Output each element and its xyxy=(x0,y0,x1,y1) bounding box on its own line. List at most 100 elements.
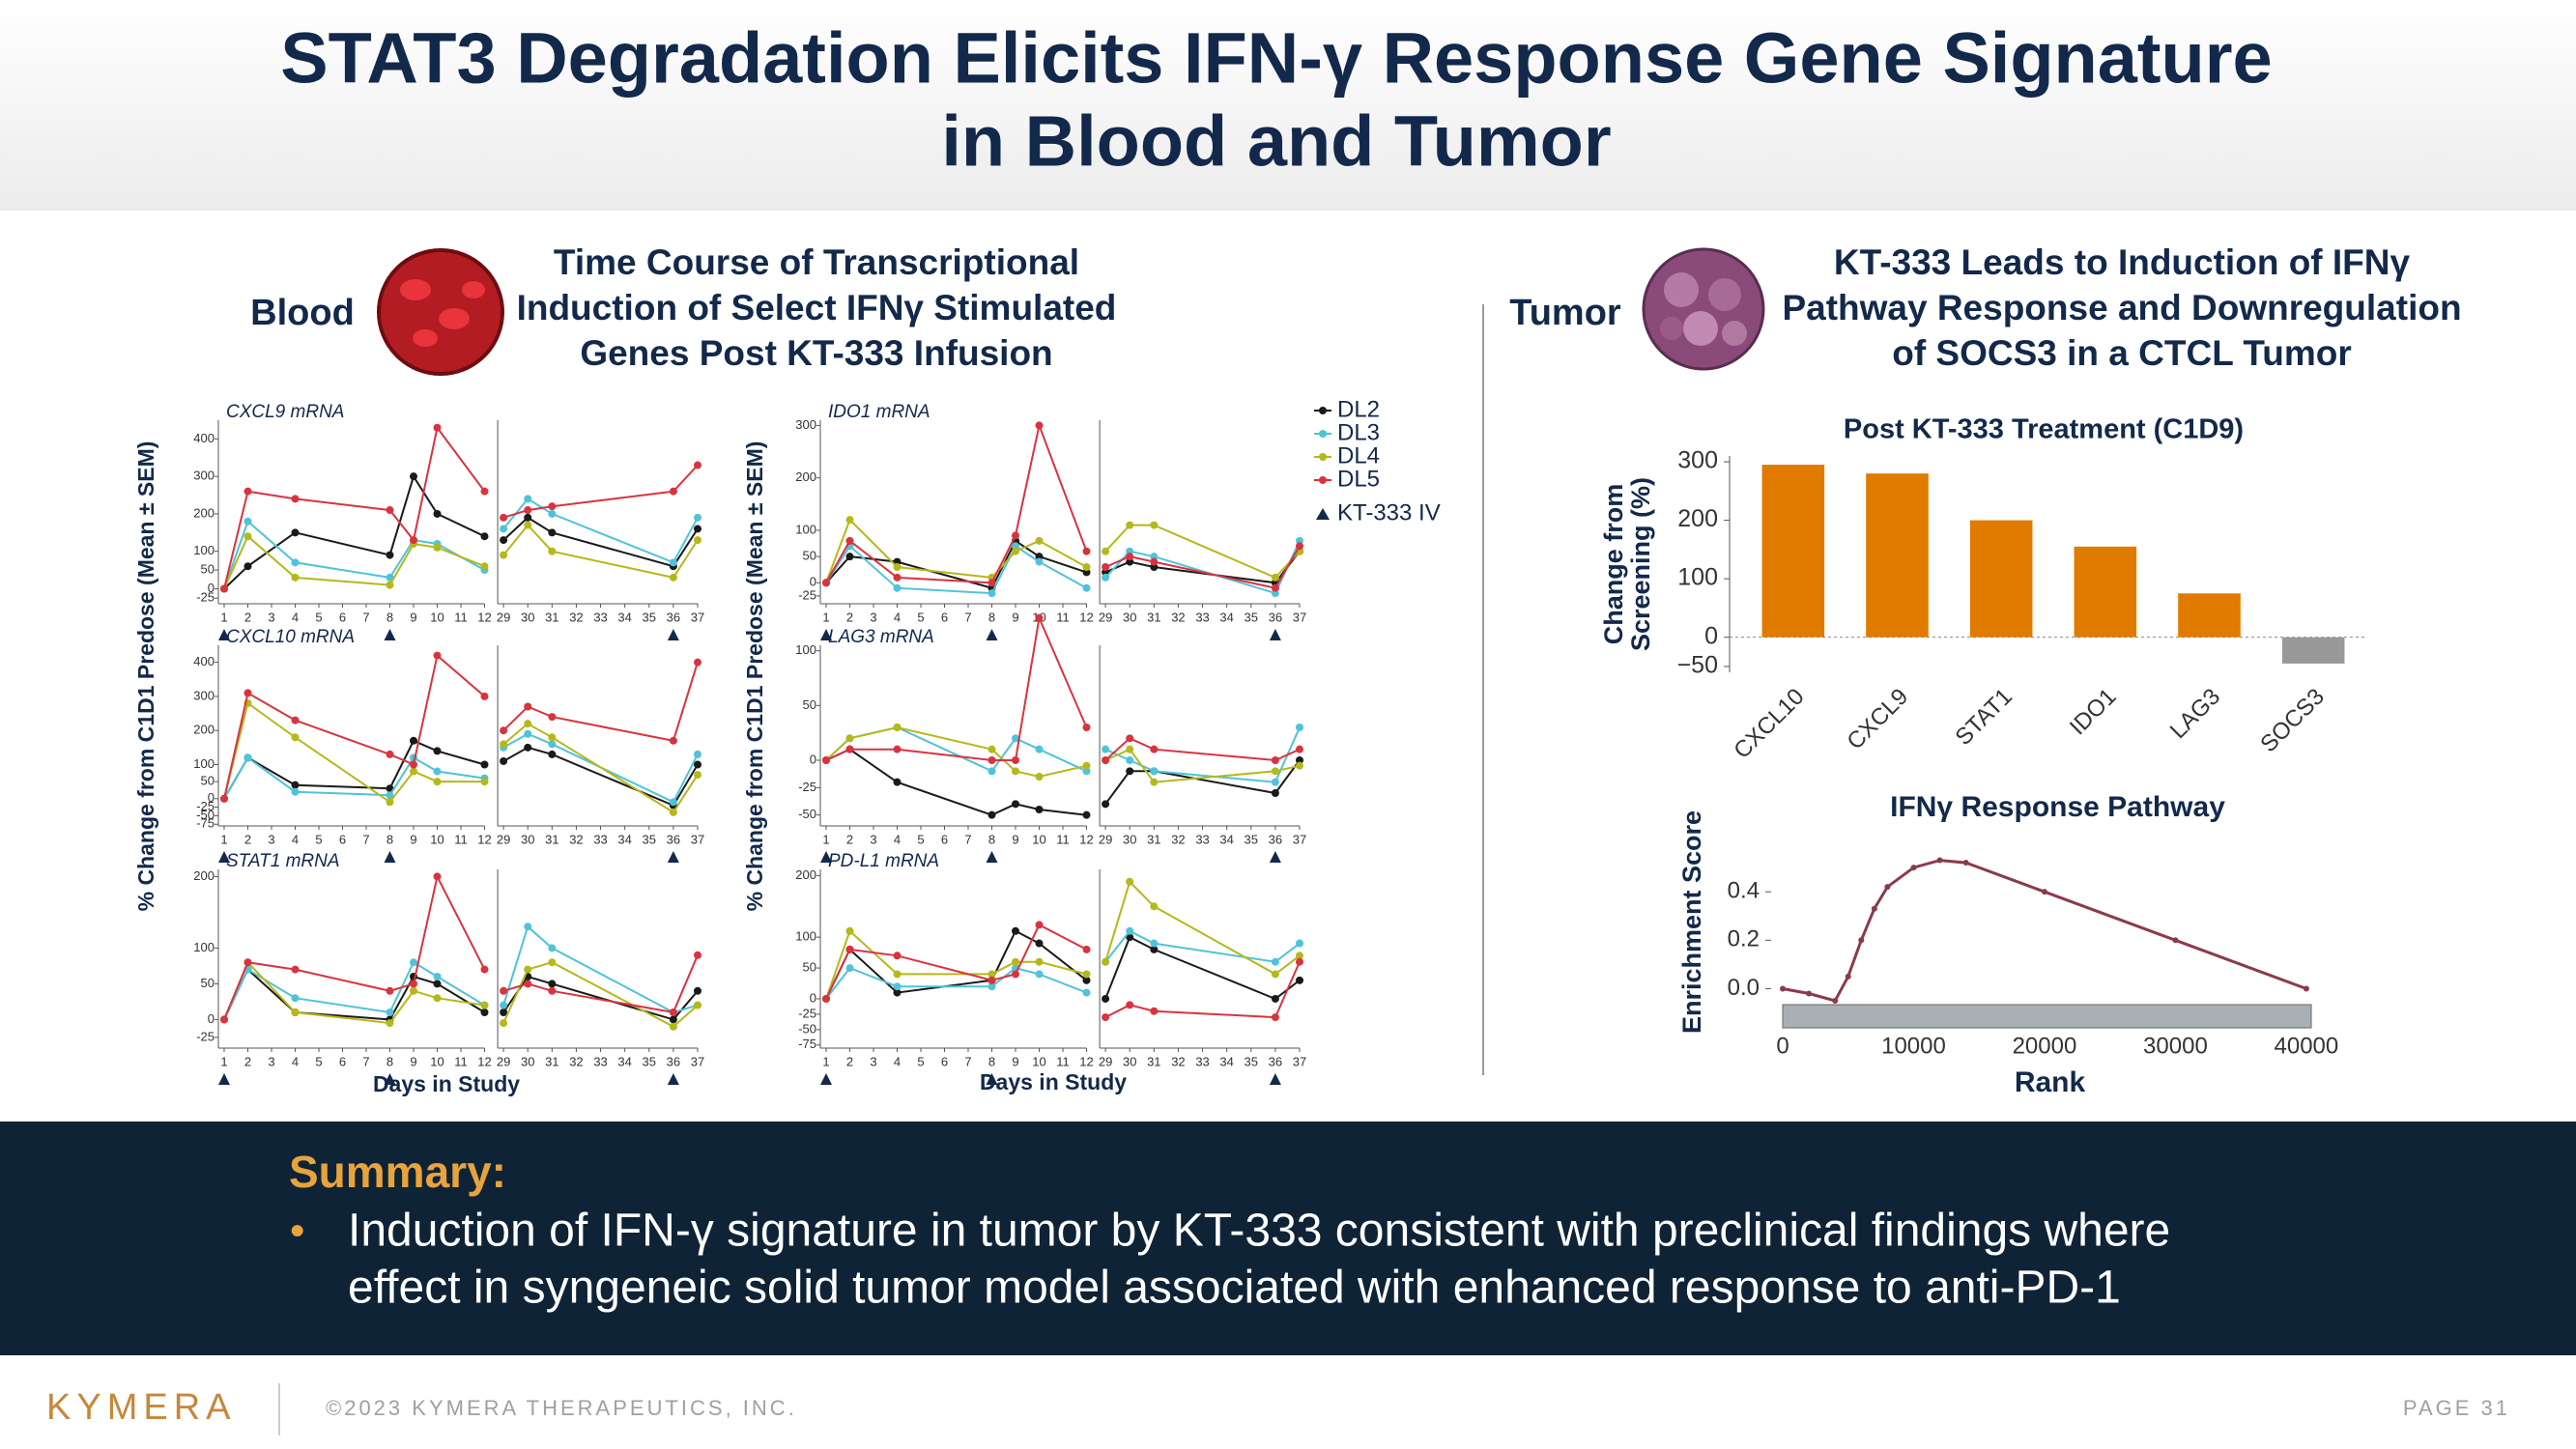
x-tick-label: 36 xyxy=(1269,1054,1282,1068)
data-point xyxy=(500,1001,508,1009)
data-point xyxy=(524,702,532,711)
data-point xyxy=(243,517,252,526)
chart-title: LAG3 mRNA xyxy=(828,627,934,647)
data-point xyxy=(1012,734,1019,743)
data-point xyxy=(1126,877,1134,886)
x-tick-label: 3 xyxy=(870,832,876,846)
y-tick-label: -25 xyxy=(798,780,816,794)
summary-heading: Summary: xyxy=(289,1147,506,1197)
data-point xyxy=(291,787,300,796)
x-tick-label: 37 xyxy=(691,832,704,846)
x-tick-label: 35 xyxy=(1245,610,1258,624)
y-tick-label: 100 xyxy=(193,543,215,557)
data-point xyxy=(291,558,300,567)
data-point xyxy=(410,736,417,745)
data-point xyxy=(291,716,300,724)
x-tick-label: 6 xyxy=(941,1054,948,1068)
data-point xyxy=(1150,557,1159,566)
data-point xyxy=(433,778,442,786)
y-tick-label: 0 xyxy=(208,790,215,805)
data-point xyxy=(893,583,902,592)
x-tick-label: 6 xyxy=(339,1054,346,1068)
x-tick-label: 36 xyxy=(667,610,680,624)
x-tick-label: 2 xyxy=(846,832,853,846)
data-point xyxy=(1082,761,1091,770)
data-point xyxy=(1035,939,1044,948)
data-point xyxy=(1102,957,1110,966)
y-tick-label: −50 xyxy=(1677,652,1718,679)
data-point xyxy=(500,756,508,765)
data-point xyxy=(500,525,508,533)
data-point xyxy=(1296,976,1303,984)
data-point xyxy=(433,980,442,988)
data-point xyxy=(548,986,557,995)
y-tick-label: 0 xyxy=(810,990,816,1005)
x-tick-label: 33 xyxy=(1195,610,1209,624)
dosing-arrow xyxy=(218,851,230,863)
summary-text: Induction of IFN-γ signature in tumor by… xyxy=(348,1206,2170,1257)
data-point xyxy=(987,589,996,598)
chart-title: Post KT-333 Treatment (C1D9) xyxy=(1844,414,2244,445)
data-point xyxy=(1102,573,1110,582)
data-point xyxy=(1296,756,1303,764)
x-tick-label: 4 xyxy=(292,610,299,624)
x-tick-label: 7 xyxy=(964,1054,971,1068)
data-point xyxy=(548,750,557,758)
data-point xyxy=(694,658,701,667)
x-tick-label: 32 xyxy=(569,1054,583,1068)
x-tick-label: SOCS3 xyxy=(2255,684,2330,758)
data-point xyxy=(1150,767,1159,776)
x-tick-label: 9 xyxy=(1012,1054,1018,1068)
x-tick-label: 34 xyxy=(617,832,631,846)
bar xyxy=(2074,546,2137,638)
x-tick-label: 7 xyxy=(362,610,369,624)
x-tick-label: 1 xyxy=(220,832,227,846)
data-point xyxy=(243,958,252,967)
series-line xyxy=(825,725,1301,783)
data-point xyxy=(1102,547,1110,555)
data-point xyxy=(893,982,902,991)
dosing-arrow xyxy=(218,1073,230,1085)
data-point xyxy=(524,495,532,503)
data-point xyxy=(1296,724,1303,731)
y-tick-label: 100 xyxy=(795,642,816,657)
data-point xyxy=(893,952,902,960)
data-point xyxy=(410,980,417,988)
data-point xyxy=(548,502,557,511)
data-point xyxy=(1884,884,1891,891)
data-point xyxy=(524,521,532,529)
data-point xyxy=(1271,756,1279,764)
x-tick-label: 34 xyxy=(617,610,631,624)
legend-swatch xyxy=(1319,453,1327,461)
data-point xyxy=(845,734,854,743)
x-tick-label: 32 xyxy=(569,832,583,846)
x-tick-label: 4 xyxy=(292,1054,299,1068)
data-point xyxy=(410,472,417,481)
series-line xyxy=(825,725,1301,783)
x-tick-label: 12 xyxy=(477,610,491,624)
data-point xyxy=(822,994,830,1003)
data-point xyxy=(433,994,442,1003)
data-point xyxy=(548,733,557,742)
data-point xyxy=(480,965,489,974)
data-point xyxy=(669,736,677,745)
x-tick-label: 2 xyxy=(244,832,251,846)
data-point xyxy=(1962,860,1969,867)
x-tick-label: 6 xyxy=(339,610,346,624)
x-tick-label: 30 xyxy=(521,1054,534,1068)
data-point xyxy=(433,767,442,776)
data-point xyxy=(1035,921,1044,929)
header-band xyxy=(0,0,2576,211)
data-point xyxy=(243,487,252,496)
x-tick-label: 3 xyxy=(268,1054,274,1068)
data-point xyxy=(669,1009,677,1016)
data-point xyxy=(1126,756,1134,764)
data-point xyxy=(500,986,508,995)
data-point xyxy=(433,423,442,432)
x-tick-label: 7 xyxy=(964,610,971,624)
rank-band xyxy=(1782,1004,2312,1029)
data-point xyxy=(1035,806,1044,813)
y-tick-label: 0 xyxy=(208,581,215,595)
dosing-arrow xyxy=(820,629,832,640)
legend-label: DL2 xyxy=(1337,396,1380,422)
